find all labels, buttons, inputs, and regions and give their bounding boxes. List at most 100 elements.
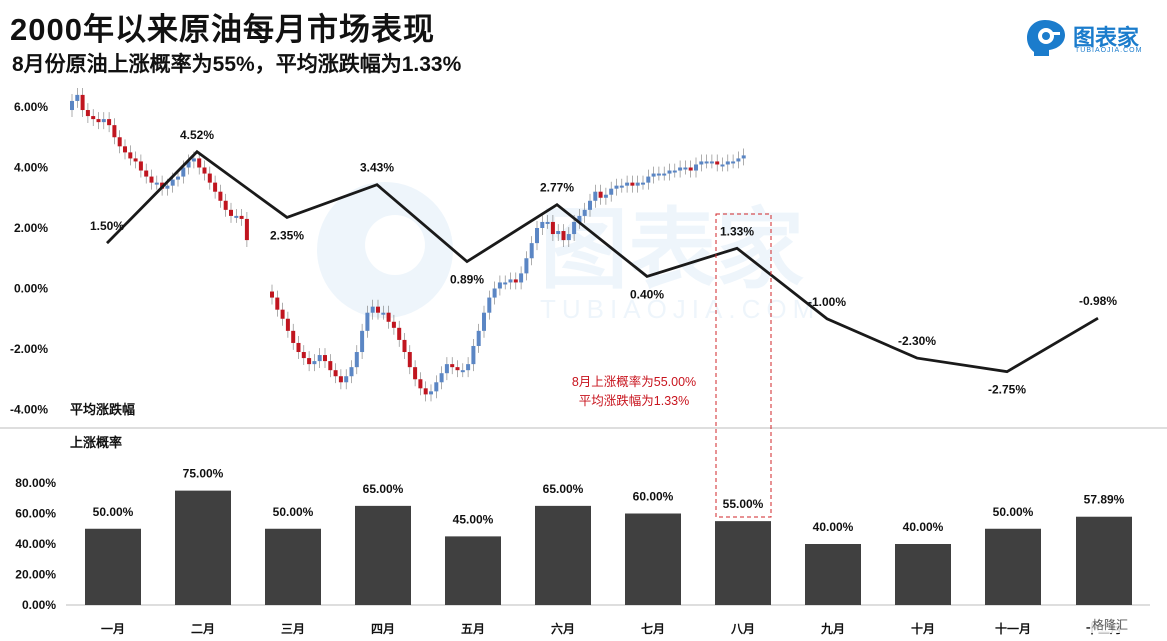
candle-body [466,364,471,371]
candle-body [296,342,301,353]
month-tick-label: 四月 [371,622,395,636]
candle-body [550,221,555,235]
rise-prob-bar [265,528,321,605]
top-y-tick-label: 2.00% [14,221,48,235]
candle-body [354,352,359,368]
candle-body [444,364,449,374]
candle-body [85,110,90,117]
candle-body [519,273,524,283]
candle-body [170,179,175,186]
annotation-line-1: 8月上涨概率为55.00% [572,374,696,389]
footer-watermark: 格隆汇 [1090,616,1131,633]
candle-body [588,200,592,210]
rise-prob-data-label: 65.00% [543,482,584,496]
top-y-tick-label: 4.00% [14,161,48,175]
candle-body [176,176,180,180]
candle-body [101,119,106,123]
avg-change-data-label: 3.43% [360,161,394,175]
candle-body [407,352,412,368]
candle-body [678,167,683,171]
candle-body [117,137,122,147]
candle-body [429,391,433,395]
candle-body [651,173,656,177]
brand-logo-text: 图表家 [1073,25,1140,50]
rise-prob-bar [625,513,681,605]
brand-logo-subtext: TUBIAOJIA.COM [1075,47,1143,54]
candle-body [704,161,709,164]
candle-body [482,312,486,331]
candle-body [402,339,407,353]
rise-prob-bar-layer: 50.00% 75.00% 50.00% 65.00% 45.00% 65.00% 60.0… [85,467,1132,605]
avg-change-data-label: 0.40% [630,287,664,301]
candle-body [397,327,402,340]
month-tick-label: 五月 [461,622,485,636]
candle-body [434,382,439,392]
candle-body [524,258,529,274]
avg-change-series-line [106,149,1099,374]
month-tick-label: 八月 [730,622,755,636]
candle-body [603,194,608,198]
bottom-y-tick-label: 40.00% [15,537,56,551]
candle-body [450,364,455,368]
watermark-text: 图表家 [540,200,804,299]
candle-body [239,215,244,219]
rise-prob-data-label: 45.00% [453,512,494,526]
watermark-subtext: TUBIAOJIA.COM [540,294,820,324]
candle-body [223,200,228,210]
avg-change-data-label: 1.33% [720,224,754,238]
candle-body [291,330,296,343]
candle-body [301,352,306,359]
rise-prob-bar [175,490,231,605]
candle-body [333,370,338,377]
candle-body [497,282,502,289]
candle-body [662,173,667,176]
candle-body [561,231,566,241]
top-y-tick-label: 0.00% [14,282,48,296]
candle-body [270,291,274,298]
top-y-tick-label: 6.00% [14,100,48,114]
candle-body [577,215,582,222]
candle-body [646,176,651,183]
candle-body [535,228,539,244]
avg-change-data-label: 2.77% [540,181,574,195]
candle-body [213,182,218,192]
candle-body [731,161,736,164]
candle-body [736,158,741,162]
brand-logo-icon [1027,20,1065,56]
bottom-y-tick-label: 20.00% [15,568,56,582]
avg-change-data-label: 1.50% [90,219,124,233]
month-tick-label: 十月 [911,621,935,636]
rise-prob-data-label: 50.00% [93,505,134,519]
candle-body [720,164,725,167]
avg-change-data-label: 2.35% [270,228,304,242]
annotation-line-2: 平均涨跌幅为1.33% [579,393,689,408]
candle-body [715,161,720,165]
candle-body [312,361,317,365]
candle-body [672,170,677,173]
rise-prob-data-label: 40.00% [813,520,854,534]
bottom-y-tick-label: 80.00% [15,476,56,490]
candle-body [244,218,249,241]
candle-body [609,188,614,195]
chart-title: 2000年以来原油每月市场表现 [10,12,435,47]
august-highlight-box [715,213,772,518]
candle-body [376,306,380,313]
candle-body [572,221,577,235]
candle-body [197,158,202,168]
top-y-tick-label: -4.00% [10,403,48,417]
candle-body [471,345,476,365]
bottom-y-tick-label: 0.00% [22,598,56,612]
rise-prob-data-label: 60.00% [633,490,674,504]
candle-body [365,312,370,331]
candle-body [725,161,730,165]
candle-body [70,100,74,111]
candle-body [138,161,143,171]
candle-body [455,367,460,371]
candle-body [413,367,418,380]
candle-body [694,164,698,171]
bottom-y-tick-label: 60.00% [15,507,56,521]
candle-body [635,182,640,186]
rise-prob-bar [805,544,861,605]
month-tick-label: 六月 [551,621,575,636]
